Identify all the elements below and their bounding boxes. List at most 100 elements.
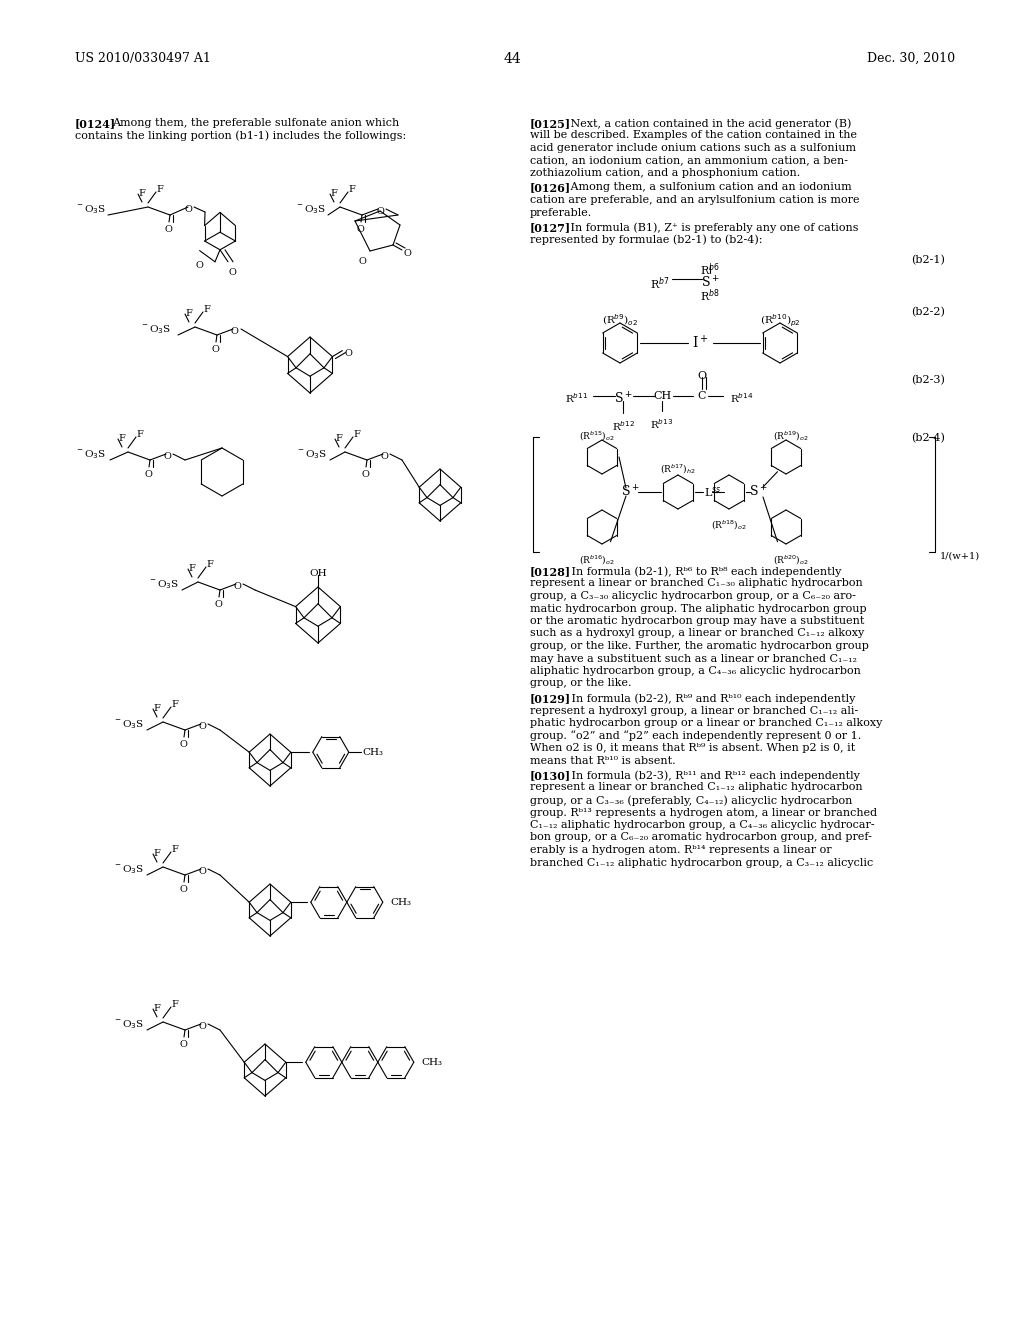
Text: CH₃: CH₃	[391, 898, 412, 907]
Text: aliphatic hydrocarbon group, a C₄₋₃₆ alicyclic hydrocarbon: aliphatic hydrocarbon group, a C₄₋₃₆ ali…	[530, 667, 861, 676]
Text: O: O	[230, 327, 238, 337]
Text: R$^{b7}$: R$^{b7}$	[650, 275, 670, 292]
Text: represent a linear or branched C₁₋₃₀ aliphatic hydrocarbon: represent a linear or branched C₁₋₃₀ ali…	[530, 578, 863, 589]
Text: US 2010/0330497 A1: US 2010/0330497 A1	[75, 51, 211, 65]
Text: S$^+$: S$^+$	[749, 484, 767, 500]
Text: (R$^{b20}$)$_{o2}$: (R$^{b20}$)$_{o2}$	[773, 554, 809, 568]
Text: (b2-3): (b2-3)	[911, 375, 945, 385]
Text: Among them, the preferable sulfonate anion which: Among them, the preferable sulfonate ani…	[112, 117, 399, 128]
Text: acid generator include onium cations such as a sulfonium: acid generator include onium cations suc…	[530, 143, 856, 153]
Text: R$^{b14}$: R$^{b14}$	[730, 391, 754, 405]
Text: O: O	[198, 867, 206, 876]
Text: branched C₁₋₁₂ aliphatic hydrocarbon group, a C₃₋₁₂ alicyclic: branched C₁₋₁₂ aliphatic hydrocarbon gro…	[530, 858, 873, 867]
Text: O: O	[376, 207, 384, 216]
Text: O: O	[144, 470, 152, 479]
Text: (R$^{b18}$)$_{o2}$: (R$^{b18}$)$_{o2}$	[712, 519, 746, 532]
Text: O: O	[356, 224, 364, 234]
Text: $^-$O$_3$S: $^-$O$_3$S	[295, 203, 327, 216]
Text: R$^{b11}$: R$^{b11}$	[565, 391, 588, 405]
Text: phatic hydrocarbon group or a linear or branched C₁₋₁₂ alkoxy: phatic hydrocarbon group or a linear or …	[530, 718, 883, 729]
Text: C: C	[697, 391, 707, 401]
Text: F: F	[206, 560, 213, 569]
Text: F: F	[156, 185, 163, 194]
Text: bon group, or a C₆₋₂₀ aromatic hydrocarbon group, and pref-: bon group, or a C₆₋₂₀ aromatic hydrocarb…	[530, 833, 871, 842]
Text: L$^{ss}$: L$^{ss}$	[705, 484, 722, 499]
Text: [0127]: [0127]	[530, 222, 571, 234]
Text: $^-$O$_3$S: $^-$O$_3$S	[113, 1019, 144, 1031]
Text: O: O	[403, 249, 411, 257]
Text: F: F	[348, 185, 355, 194]
Text: R$^{b6}$: R$^{b6}$	[700, 261, 720, 277]
Text: Dec. 30, 2010: Dec. 30, 2010	[867, 51, 955, 65]
Text: O: O	[198, 1022, 206, 1031]
Text: group, a C₃₋₃₀ alicyclic hydrocarbon group, or a C₆₋₂₀ aro-: group, a C₃₋₃₀ alicyclic hydrocarbon gro…	[530, 591, 856, 601]
Text: O: O	[214, 601, 222, 609]
Text: R$^{b12}$: R$^{b12}$	[611, 418, 635, 433]
Text: [0128]: [0128]	[530, 566, 571, 577]
Text: preferable.: preferable.	[530, 207, 592, 218]
Text: [0130]: [0130]	[530, 770, 571, 781]
Text: will be described. Examples of the cation contained in the: will be described. Examples of the catio…	[530, 131, 857, 140]
Text: OH: OH	[309, 569, 327, 578]
Text: R$^{b8}$: R$^{b8}$	[700, 286, 720, 304]
Text: F: F	[138, 189, 144, 198]
Text: CH₃: CH₃	[362, 747, 384, 756]
Text: $^-$O$_3$S: $^-$O$_3$S	[75, 203, 106, 216]
Text: O: O	[163, 451, 171, 461]
Text: zothiazolium cation, and a phosphonium cation.: zothiazolium cation, and a phosphonium c…	[530, 168, 800, 178]
Text: (b2-4): (b2-4)	[911, 433, 945, 444]
Text: represented by formulae (b2-1) to (b2-4):: represented by formulae (b2-1) to (b2-4)…	[530, 235, 763, 246]
Text: $^-$O$_3$S: $^-$O$_3$S	[113, 718, 144, 731]
Text: O: O	[211, 345, 219, 354]
Text: (R$^{b10}$)$_{p2}$: (R$^{b10}$)$_{p2}$	[760, 313, 801, 329]
Text: C₁₋₁₂ aliphatic hydrocarbon group, a C₄₋₃₆ alicyclic hydrocar-: C₁₋₁₂ aliphatic hydrocarbon group, a C₄₋…	[530, 820, 874, 830]
Text: $^-$O$_3$S: $^-$O$_3$S	[75, 449, 106, 462]
Text: $^-$O$_3$S: $^-$O$_3$S	[113, 863, 144, 876]
Text: F: F	[335, 434, 342, 444]
Text: group. “o2” and “p2” each independently represent 0 or 1.: group. “o2” and “p2” each independently …	[530, 730, 861, 742]
Text: O: O	[164, 224, 172, 234]
Text: S$^+$: S$^+$	[621, 484, 639, 500]
Text: Next, a cation contained in the acid generator (B): Next, a cation contained in the acid gen…	[560, 117, 851, 128]
Text: F: F	[118, 434, 125, 444]
Text: F: F	[153, 704, 160, 713]
Text: F: F	[353, 430, 359, 440]
Text: F: F	[188, 564, 195, 573]
Text: F: F	[203, 305, 210, 314]
Text: (R$^{b17}$)$_{h2}$: (R$^{b17}$)$_{h2}$	[660, 463, 696, 477]
Text: (b2-2): (b2-2)	[911, 308, 945, 317]
Text: Among them, a sulfonium cation and an iodonium: Among them, a sulfonium cation and an io…	[560, 182, 852, 193]
Text: $^-$O$_3$S: $^-$O$_3$S	[148, 578, 179, 591]
Text: F: F	[330, 189, 337, 198]
Text: I$^+$: I$^+$	[692, 334, 709, 351]
Text: (R$^{b15}$)$_{o2}$: (R$^{b15}$)$_{o2}$	[580, 430, 614, 444]
Text: F: F	[185, 309, 191, 318]
Text: O: O	[697, 371, 707, 381]
Text: F: F	[171, 1001, 178, 1008]
Text: $^-$O$_3$S: $^-$O$_3$S	[296, 449, 328, 462]
Text: (b2-1): (b2-1)	[911, 255, 945, 265]
Text: F: F	[171, 845, 178, 854]
Text: contains the linking portion (b1-1) includes the followings:: contains the linking portion (b1-1) incl…	[75, 129, 407, 140]
Text: CH: CH	[653, 391, 671, 401]
Text: represent a linear or branched C₁₋₁₂ aliphatic hydrocarbon: represent a linear or branched C₁₋₁₂ ali…	[530, 783, 862, 792]
Text: S$^+$: S$^+$	[613, 391, 633, 407]
Text: O: O	[196, 260, 204, 269]
Text: In formula (B1), Z⁺ is preferably any one of cations: In formula (B1), Z⁺ is preferably any on…	[560, 222, 858, 232]
Text: cation, an iodonium cation, an ammonium cation, a ben-: cation, an iodonium cation, an ammonium …	[530, 156, 848, 165]
Text: group. Rᵇ¹³ represents a hydrogen atom, a linear or branched: group. Rᵇ¹³ represents a hydrogen atom, …	[530, 808, 878, 817]
Text: In formula (b2-1), Rᵇ⁶ to Rᵇ⁸ each independently: In formula (b2-1), Rᵇ⁶ to Rᵇ⁸ each indep…	[561, 566, 842, 577]
Text: means that Rᵇ¹⁰ is absent.: means that Rᵇ¹⁰ is absent.	[530, 755, 676, 766]
Text: (R$^{b9}$)$_{o2}$: (R$^{b9}$)$_{o2}$	[602, 313, 638, 329]
Text: S$^+$: S$^+$	[700, 275, 720, 290]
Text: group, or a C₃₋₃₆ (preferably, C₄₋₁₂) alicyclic hydrocarbon: group, or a C₃₋₃₆ (preferably, C₄₋₁₂) al…	[530, 795, 852, 805]
Text: group, or the like.: group, or the like.	[530, 678, 632, 689]
Text: [0125]: [0125]	[530, 117, 571, 129]
Text: 44: 44	[503, 51, 521, 66]
Text: $^-$O$_3$S: $^-$O$_3$S	[140, 323, 171, 337]
Text: O: O	[184, 205, 191, 214]
Text: represent a hydroxyl group, a linear or branched C₁₋₁₂ ali-: represent a hydroxyl group, a linear or …	[530, 705, 858, 715]
Text: may have a substituent such as a linear or branched C₁₋₁₂: may have a substituent such as a linear …	[530, 653, 857, 664]
Text: group, or the like. Further, the aromatic hydrocarbon group: group, or the like. Further, the aromati…	[530, 642, 869, 651]
Text: F: F	[153, 849, 160, 858]
